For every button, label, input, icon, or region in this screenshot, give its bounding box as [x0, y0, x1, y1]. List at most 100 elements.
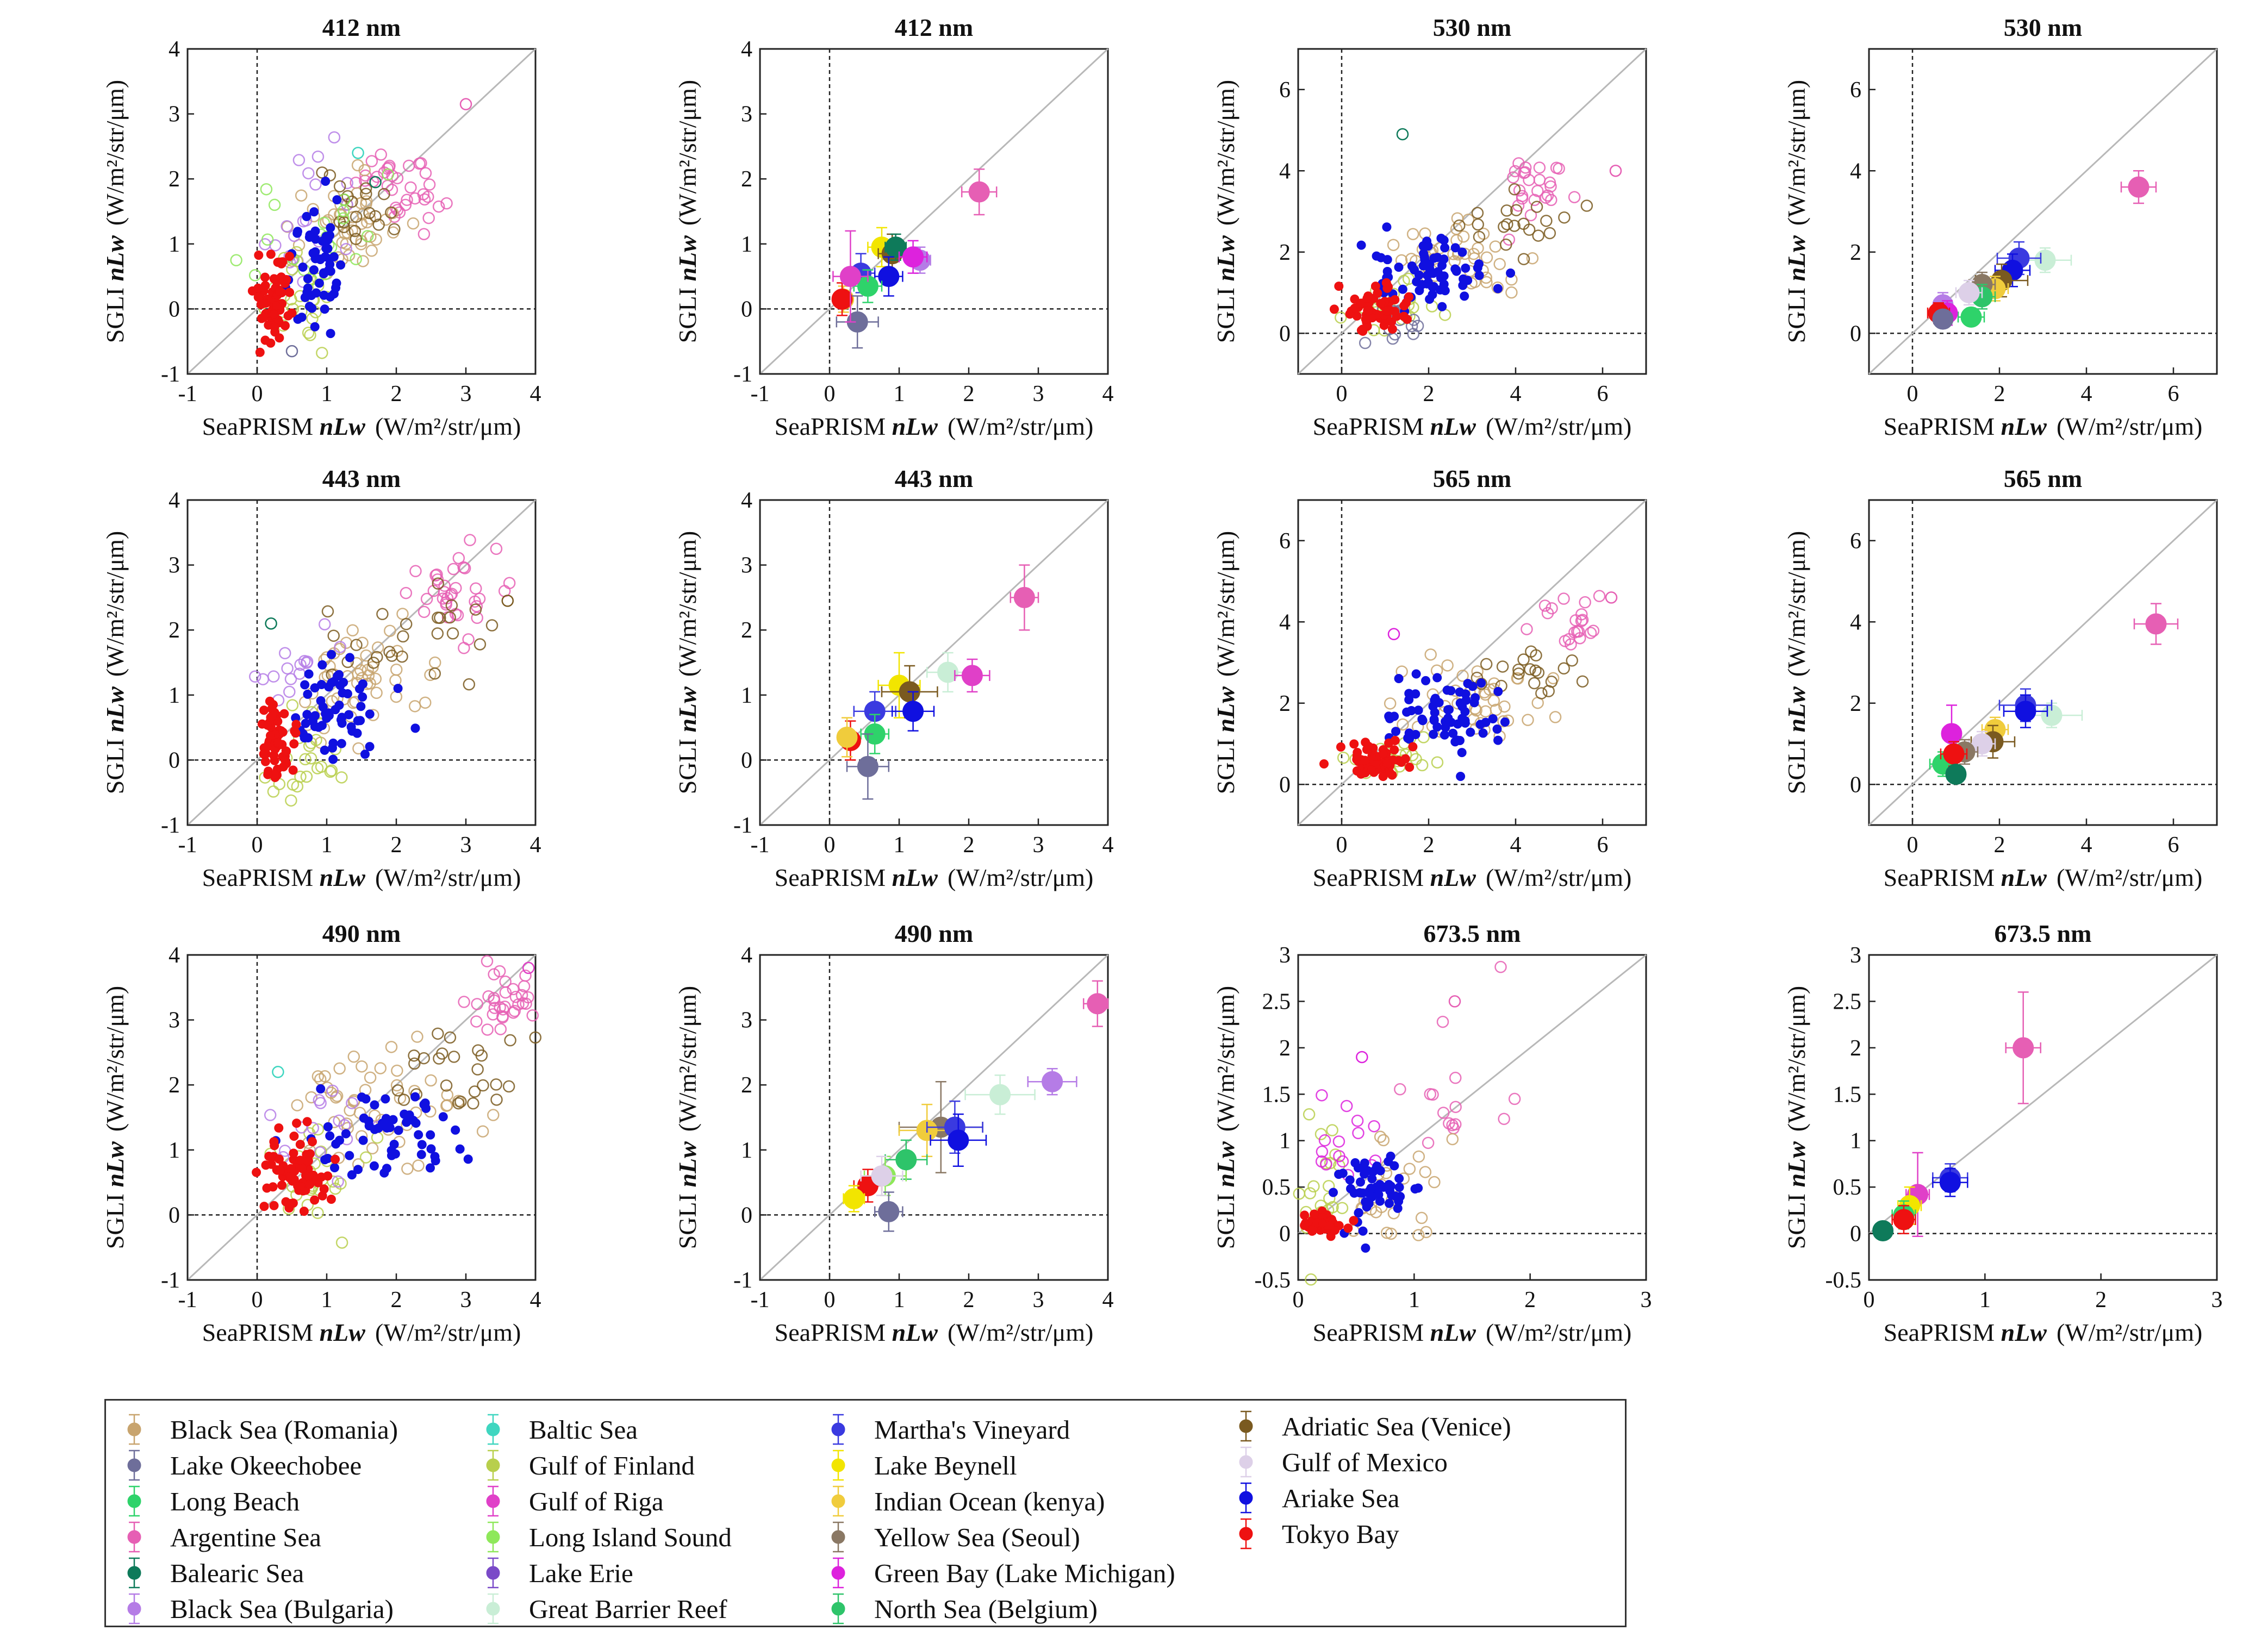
data-point — [278, 647, 291, 660]
site-mean-marker — [989, 1084, 1011, 1105]
data-point — [463, 678, 476, 691]
data-point — [370, 233, 382, 246]
data-point — [292, 1119, 302, 1128]
x-tick-label: -1 — [178, 382, 197, 407]
data-point — [309, 207, 319, 217]
data-point — [327, 629, 340, 642]
data-point — [317, 660, 327, 670]
site-mean-marker — [1872, 1220, 1894, 1241]
x-tick-label: 4 — [2081, 833, 2092, 858]
site-mean-marker — [961, 665, 983, 686]
legend-marker-icon — [127, 1485, 141, 1517]
data-point — [441, 1089, 454, 1101]
scatter-panel: -1 0 1 2 3 4 -1 0 1 2 3 4 412 nm SeaPRISM nLw (W/m²/st… — [674, 14, 1114, 440]
data-point — [277, 259, 286, 268]
site-mean-marker — [878, 1201, 900, 1222]
data-point — [1476, 678, 1486, 688]
data-point — [1382, 758, 1392, 768]
data-point — [352, 147, 364, 159]
data-point — [358, 692, 367, 702]
data-point — [1300, 1210, 1310, 1220]
site-mean-marker — [878, 266, 900, 288]
site-mean-marker — [1087, 993, 1108, 1015]
data-point — [431, 569, 443, 581]
data-point — [352, 742, 365, 755]
y-tick-label: 0 — [1279, 772, 1291, 797]
legend-marker-icon — [1239, 1518, 1253, 1550]
y-axis-label: SGLI nLw(W/m²/str/μm) — [674, 986, 701, 1250]
y-tick-label: 4 — [1279, 610, 1291, 635]
y-tick-label: 3 — [169, 553, 180, 578]
y-tick-label: 1.5 — [1833, 1082, 1862, 1107]
data-point — [1519, 166, 1531, 179]
data-point — [1517, 253, 1530, 265]
y-axis-label: SGLI nLw(W/m²/str/μm) — [1212, 531, 1239, 795]
data-point — [303, 1156, 313, 1166]
data-point — [1359, 336, 1372, 349]
data-point — [1343, 1223, 1353, 1233]
data-point — [1457, 748, 1467, 758]
data-point — [1374, 1130, 1387, 1143]
data-point — [1510, 204, 1523, 216]
data-point — [311, 1207, 324, 1219]
data-point — [285, 794, 297, 807]
data-point — [329, 1163, 339, 1172]
x-tick-label: 4 — [1510, 382, 1522, 407]
y-tick-label: 6 — [1279, 78, 1291, 103]
scatter-panel: 0 2 4 6 0 2 4 6 530 nm SeaPRISM nLw (W/m²/str/μm) S… — [1212, 14, 1647, 440]
data-point — [1462, 214, 1475, 226]
y-tick-label: 3 — [741, 1008, 752, 1033]
legend-marker-icon — [831, 1521, 845, 1553]
data-point — [1430, 694, 1440, 703]
legend-marker — [831, 1530, 845, 1544]
data-point — [303, 283, 313, 293]
data-point — [291, 728, 301, 738]
data-point — [427, 584, 440, 597]
y-tick-label: 2 — [1279, 1036, 1291, 1061]
data-point — [336, 260, 346, 270]
site-mean-marker — [839, 266, 861, 288]
data-point — [396, 650, 408, 663]
data-point — [1303, 1108, 1316, 1121]
data-point — [501, 595, 514, 607]
data-point — [338, 221, 350, 234]
data-point — [1399, 301, 1409, 311]
y-tick-label: 2.5 — [1833, 989, 1862, 1014]
data-point — [319, 618, 331, 630]
data-point — [459, 98, 472, 110]
data-point — [1319, 759, 1329, 769]
data-point — [1333, 1150, 1345, 1163]
legend-label: Lake Erie — [529, 1558, 633, 1588]
data-point — [1391, 1191, 1400, 1201]
data-point — [305, 1091, 317, 1104]
data-point — [332, 1175, 344, 1188]
data-point — [277, 1180, 287, 1190]
x-tick-label: 4 — [1510, 833, 1522, 858]
data-point — [508, 1004, 521, 1017]
y-tick-label: 0 — [741, 297, 752, 322]
data-point — [1492, 724, 1502, 734]
x-axis-label: SeaPRISM nLw (W/m²/str/μm) — [1313, 1319, 1632, 1346]
y-tick-label: -1 — [161, 813, 180, 838]
legend-item: Indian Ocean (kenya) — [821, 1484, 1105, 1518]
y-tick-label: -0.5 — [1825, 1268, 1862, 1293]
data-point — [426, 1144, 436, 1154]
data-point — [1471, 665, 1484, 678]
y-tick-label: 4 — [1279, 159, 1291, 184]
data-point — [394, 1126, 403, 1135]
data-point — [293, 1181, 303, 1191]
data-point — [328, 754, 338, 764]
data-point — [1428, 1176, 1441, 1189]
legend-marker — [1239, 1491, 1253, 1505]
y-tick-label: 0.5 — [1833, 1175, 1862, 1200]
one-to-one-line — [759, 954, 1109, 1281]
data-point — [1394, 263, 1404, 272]
data-point — [1528, 677, 1541, 690]
y-axis-label: SGLI nLw(W/m²/str/μm) — [101, 80, 129, 343]
data-point — [1405, 320, 1418, 333]
legend-item: Green Bay (Lake Michigan) — [821, 1556, 1175, 1590]
data-point — [414, 1130, 423, 1140]
data-point — [292, 154, 306, 166]
data-point — [1418, 261, 1428, 271]
data-point — [1375, 1179, 1385, 1189]
